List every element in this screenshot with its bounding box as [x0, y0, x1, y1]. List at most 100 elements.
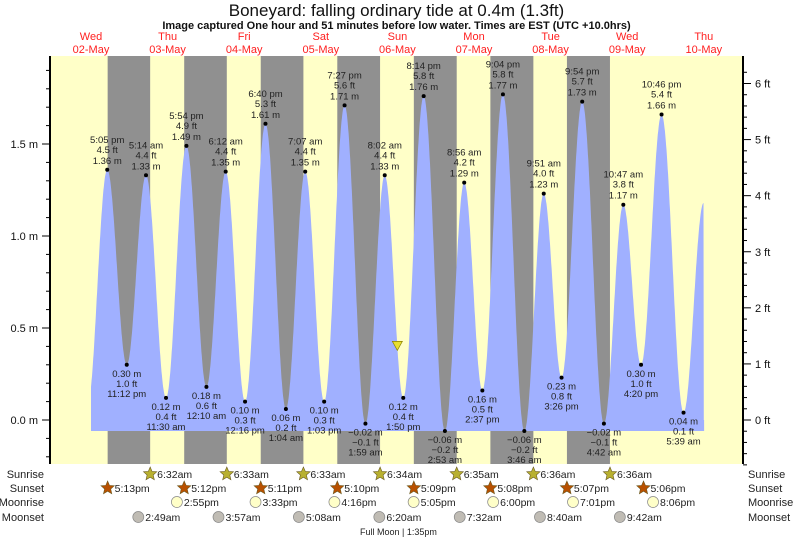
high-tide-time: 7:07 am	[288, 137, 322, 148]
moonset-icon	[293, 511, 305, 523]
sunset-row-label-left: Sunset	[10, 483, 44, 495]
day-weekday-label: Fri	[238, 31, 251, 43]
low-tide-ft: −0.1 ft	[591, 438, 618, 449]
day-date-label: 05-May	[302, 44, 339, 56]
day-weekday-label: Thu	[694, 31, 713, 43]
high-tide-point	[184, 143, 189, 148]
low-tide-m: −0.06 m	[428, 435, 463, 446]
low-tide-point	[204, 384, 209, 389]
right-tick-label: 5 ft	[755, 135, 770, 147]
high-tide-time: 8:02 am	[368, 140, 402, 151]
low-tide-time: 4:20 pm	[624, 389, 658, 400]
high-tide-time: 10:46 pm	[642, 80, 682, 91]
high-tide-time: 7:27 pm	[327, 70, 361, 81]
low-tide-point	[559, 375, 564, 380]
low-tide-ft: 1.0 ft	[630, 379, 651, 390]
sunrise-icon	[295, 466, 311, 481]
sunset-time: 5:10pm	[344, 483, 379, 495]
high-tide-time: 9:04 pm	[486, 59, 520, 70]
low-tide-ft: −0.2 ft	[511, 445, 538, 456]
sunrise-time: 6:33am	[234, 469, 269, 481]
high-tide-ft: 4.4 ft	[295, 147, 316, 158]
sunset-icon	[329, 480, 345, 495]
high-tide-m: 1.23 m	[529, 180, 558, 191]
moonrise-icon	[249, 496, 262, 508]
low-tide-time: 1:03 pm	[307, 426, 341, 437]
high-tide-ft: 4.0 ft	[533, 169, 554, 180]
high-tide-ft: 5.7 ft	[572, 77, 593, 88]
high-tide-time: 8:56 am	[447, 148, 481, 159]
day-weekday-label: Sat	[313, 31, 330, 43]
moonset-row-label-left: Moonset	[2, 512, 44, 524]
moonset-time: 3:57am	[226, 512, 261, 524]
high-tide-m: 1.29 m	[450, 169, 479, 180]
high-tide-time: 6:12 am	[209, 137, 243, 148]
low-tide-time: 2:37 pm	[465, 415, 499, 426]
sunset-icon	[100, 480, 116, 495]
high-tide-m: 1.76 m	[409, 82, 438, 93]
low-tide-m: 0.06 m	[271, 413, 300, 424]
moonset-row-label-right: Moonset	[748, 512, 790, 524]
moonset-time: 5:08am	[306, 512, 341, 524]
day-date-label: 07-May	[456, 44, 493, 56]
high-tide-point	[105, 167, 110, 172]
high-tide-ft: 5.6 ft	[334, 80, 355, 91]
day-weekday-label: Thu	[158, 31, 177, 43]
low-tide-m: 0.23 m	[547, 382, 576, 393]
high-tide-point	[541, 191, 546, 196]
low-tide-point	[363, 421, 368, 426]
moonset-time: 8:40am	[547, 512, 582, 524]
high-tide-point	[462, 180, 467, 185]
sunset-time: 5:12pm	[191, 483, 226, 495]
right-tick-label: 2 ft	[755, 303, 770, 315]
sunrise-time: 6:32am	[157, 469, 192, 481]
high-tide-time: 6:40 pm	[248, 89, 282, 100]
low-tide-ft: 0.2 ft	[275, 423, 296, 434]
low-tide-m: 0.04 m	[669, 417, 698, 428]
sunrise-row-label-left: Sunrise	[7, 469, 44, 481]
high-tide-m: 1.36 m	[93, 156, 122, 167]
right-tick-label: 3 ft	[755, 247, 770, 259]
low-tide-ft: 0.4 ft	[393, 412, 414, 423]
low-tide-point	[322, 399, 327, 404]
low-tide-ft: 0.3 ft	[314, 416, 335, 427]
moonrise-time: 2:55pm	[184, 497, 219, 509]
moonset-time: 6:20am	[386, 512, 421, 524]
high-tide-point	[382, 173, 387, 178]
high-tide-ft: 5.4 ft	[651, 90, 672, 101]
high-tide-m: 1.35 m	[211, 158, 240, 169]
sunrise-row-label-right: Sunrise	[748, 469, 785, 481]
moonset-icon	[614, 511, 626, 523]
moonset-time: 9:42am	[627, 512, 662, 524]
sunset-row-label-right: Sunset	[748, 483, 782, 495]
moonrise-icon	[567, 496, 579, 508]
moonrise-time: 6:00pm	[500, 497, 535, 509]
chart-subtitle: Image captured One hour and 51 minutes b…	[162, 20, 631, 32]
high-tide-m: 1.35 m	[291, 158, 320, 169]
high-tide-ft: 4.5 ft	[97, 145, 118, 156]
sunrise-icon	[602, 466, 618, 481]
tide-area	[91, 94, 705, 432]
high-tide-time: 8:14 pm	[407, 61, 441, 72]
high-tide-point	[621, 202, 626, 207]
sunrise-icon	[142, 466, 158, 481]
high-tide-ft: 5.3 ft	[255, 99, 276, 110]
low-tide-point	[681, 410, 686, 415]
moonrise-time: 8:06pm	[660, 497, 695, 509]
high-tide-ft: 4.4 ft	[374, 150, 395, 161]
high-tide-point	[500, 92, 505, 97]
low-tide-point	[522, 429, 527, 434]
moonrise-icon	[171, 496, 183, 508]
high-tide-m: 1.17 m	[609, 191, 638, 202]
low-tide-ft: 0.3 ft	[234, 416, 255, 427]
high-tide-point	[580, 99, 585, 104]
low-tide-time: 4:42 am	[587, 448, 621, 459]
chart-title: Boneyard: falling ordinary tide at 0.4m …	[228, 1, 565, 20]
day-date-label: 10-May	[685, 44, 722, 56]
low-tide-time: 11:30 am	[147, 422, 186, 433]
right-tick-label: 0 ft	[755, 415, 770, 427]
low-tide-ft: 0.8 ft	[551, 392, 572, 403]
low-tide-time: 5:39 am	[666, 437, 700, 448]
sunrise-time: 6:34am	[387, 469, 422, 481]
